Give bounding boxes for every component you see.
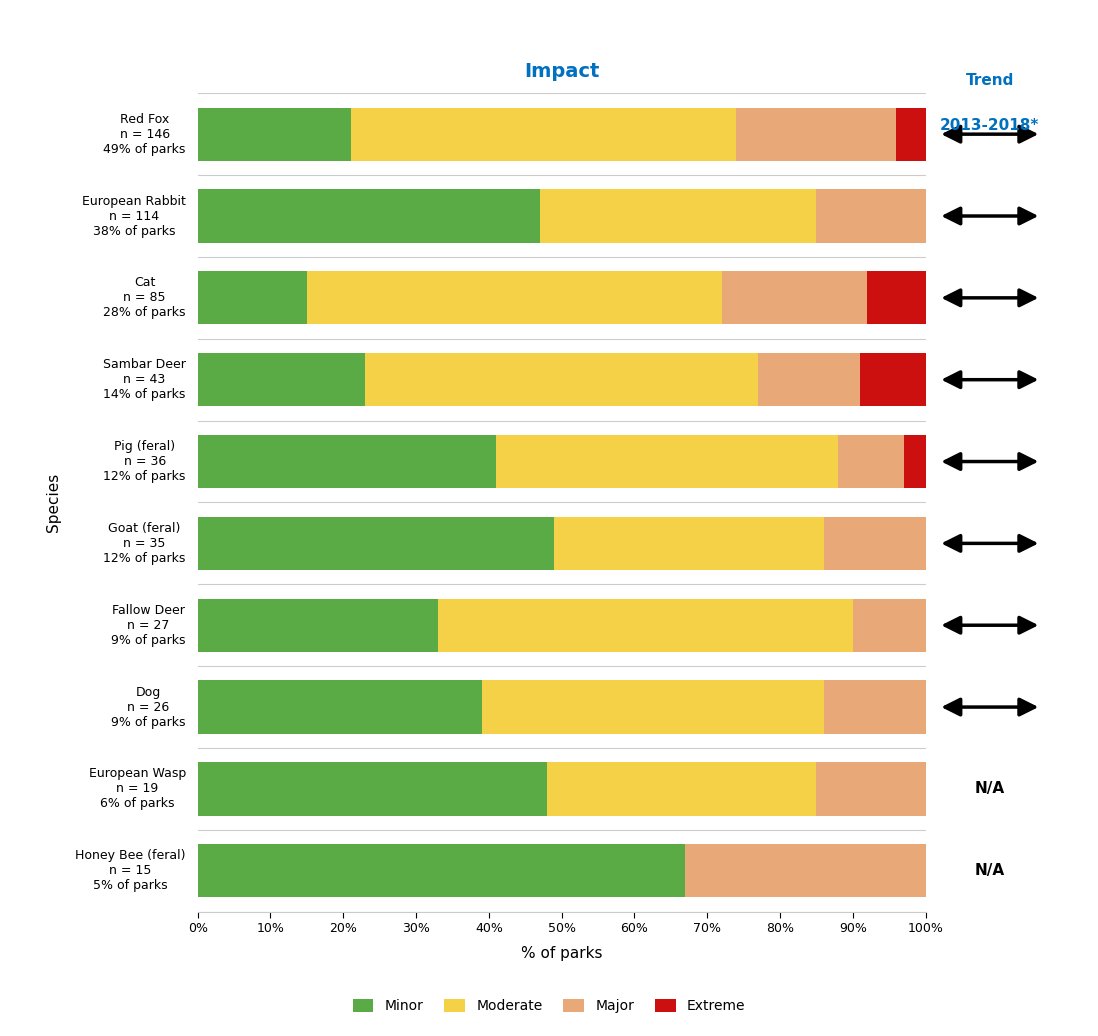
Text: 2013-2018*: 2013-2018* [940, 118, 1040, 133]
Bar [867, 271, 926, 324]
Bar [896, 108, 926, 161]
Bar [824, 681, 926, 733]
Bar [860, 353, 926, 406]
Bar [198, 190, 540, 242]
X-axis label: % of parks: % of parks [520, 946, 603, 961]
Bar [438, 599, 853, 652]
Bar [853, 599, 926, 652]
Bar [685, 844, 926, 897]
Legend: Minor, Moderate, Major, Extreme: Minor, Moderate, Major, Extreme [347, 994, 751, 1018]
Bar [350, 108, 737, 161]
Bar [817, 762, 926, 815]
Bar [198, 271, 306, 324]
Y-axis label: Species: Species [46, 472, 61, 533]
Bar [540, 190, 817, 242]
Bar [306, 271, 721, 324]
Text: N/A: N/A [975, 863, 1005, 879]
Bar [737, 108, 896, 161]
Bar [824, 517, 926, 570]
Bar [482, 681, 824, 733]
Bar [198, 108, 350, 161]
Bar [198, 435, 496, 488]
Bar [198, 353, 365, 406]
Bar [554, 517, 824, 570]
Bar [496, 435, 838, 488]
Text: Trend: Trend [965, 74, 1015, 88]
Bar [547, 762, 817, 815]
Bar [817, 190, 926, 242]
Bar [838, 435, 904, 488]
Text: N/A: N/A [975, 781, 1005, 797]
Bar [365, 353, 759, 406]
Bar [198, 599, 438, 652]
Bar [721, 271, 867, 324]
Bar [198, 681, 482, 733]
Title: Impact: Impact [524, 61, 600, 81]
Bar [198, 844, 685, 897]
Bar [198, 517, 554, 570]
Bar [759, 353, 860, 406]
Bar [904, 435, 926, 488]
Bar [198, 762, 547, 815]
